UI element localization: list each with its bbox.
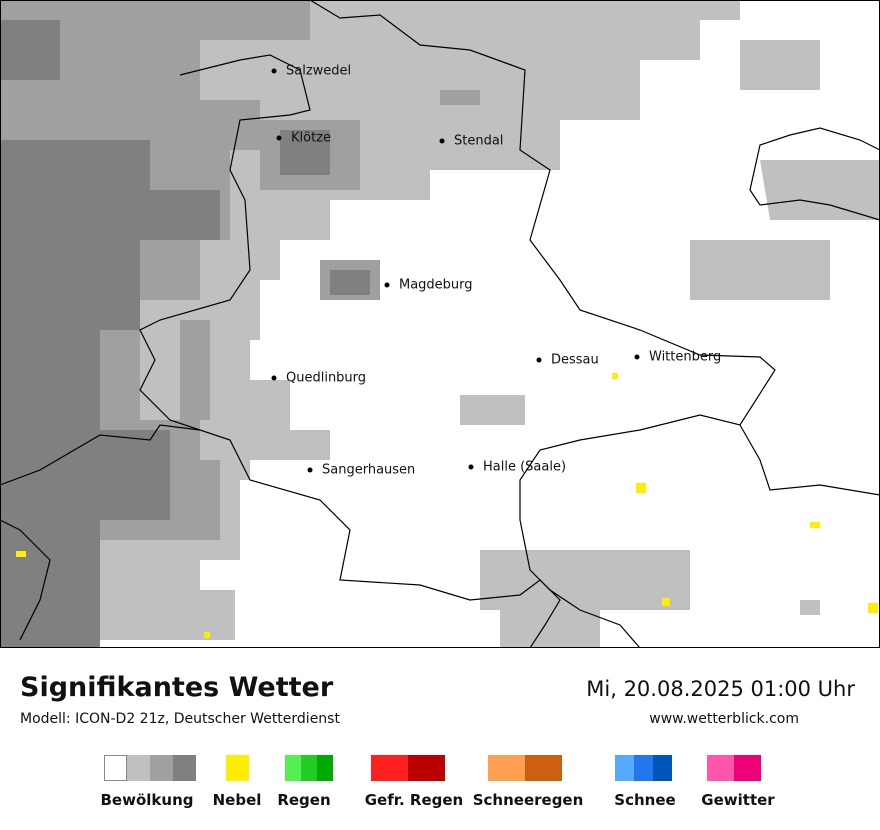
legend-label: Gefr. Regen: [364, 791, 464, 809]
legend-label: Schneeregen: [472, 791, 584, 809]
model: Modell: ICON-D2 21z, Deutscher Wetterdie…: [20, 711, 340, 727]
borders: [0, 0, 880, 648]
city-label: Magdeburg: [399, 278, 473, 293]
city-label: Dessau: [551, 353, 599, 368]
city-dot: [439, 138, 445, 144]
city-dot: [384, 282, 390, 288]
legend-swatch: [488, 755, 525, 781]
city-label: Halle (Saale): [483, 460, 566, 475]
city-label: Salzwedel: [286, 64, 351, 79]
city-dot: [307, 467, 313, 473]
legend-label: Gewitter: [701, 791, 775, 809]
legend-label: Regen: [277, 791, 331, 809]
legend-label: Schnee: [614, 791, 676, 809]
city-label: Sangerhausen: [322, 463, 415, 478]
city-dot: [276, 135, 282, 141]
legend-swatch: [525, 755, 562, 781]
city-label: Quedlinburg: [286, 371, 366, 386]
legend-swatch: [127, 755, 150, 781]
title: Signifikantes Wetter: [20, 672, 334, 703]
legend-swatch: [734, 755, 761, 781]
cities: Salzwedel Klötze Stendal Magdeburg Dessau Wit…: [271, 64, 721, 478]
legend-swatch: [104, 755, 127, 781]
legend-swatch: [173, 755, 196, 781]
datetime: Mi, 20.08.2025 01:00 Uhr: [586, 677, 855, 701]
clouds: [0, 0, 880, 648]
legend-swatch: [653, 755, 672, 781]
legend-swatch: [285, 755, 301, 781]
legend-swatch: [301, 755, 317, 781]
legend-swatch: [707, 755, 734, 781]
legend-swatch: [371, 755, 408, 781]
map: Salzwedel Klötze Stendal Magdeburg Dessau Wit…: [0, 0, 880, 648]
city-dot: [468, 464, 474, 470]
city-label: Stendal: [454, 134, 503, 149]
city-label: Klötze: [291, 131, 331, 146]
city-dot: [536, 357, 542, 363]
legend-swatch: [634, 755, 653, 781]
legend-swatch: [150, 755, 173, 781]
city-dot: [634, 354, 640, 360]
legend-swatch: [408, 755, 445, 781]
city-dot: [271, 68, 277, 74]
website: www.wetterblick.com: [649, 711, 799, 727]
city-label: Wittenberg: [649, 350, 721, 365]
city-dot: [271, 375, 277, 381]
legend-label: Bewölkung: [100, 791, 194, 809]
legend-swatch: [615, 755, 634, 781]
legend-swatch: [317, 755, 333, 781]
legend-label: Nebel: [212, 791, 262, 809]
legend-swatch: [226, 755, 249, 781]
